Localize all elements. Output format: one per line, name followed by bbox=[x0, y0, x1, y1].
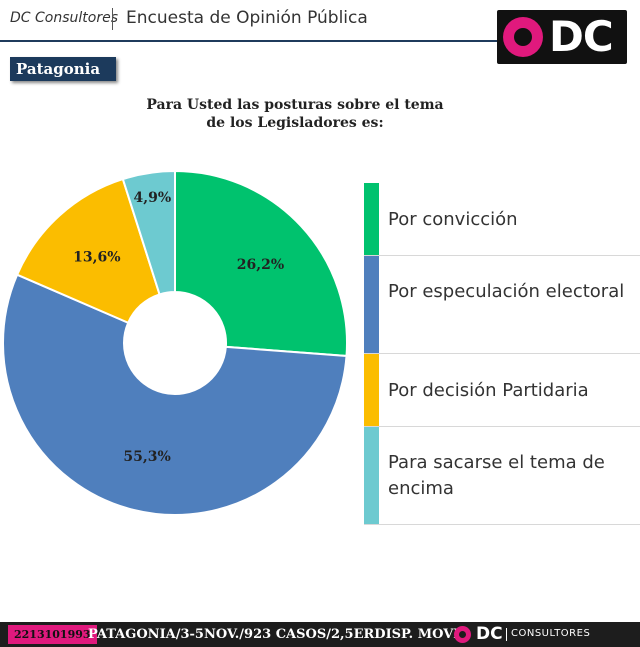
legend-item-por-especulacion-electoral: Por especulación electoral bbox=[364, 256, 640, 354]
header-separator bbox=[112, 8, 113, 30]
legend-label: Por especulación electoral bbox=[388, 281, 625, 302]
legend-label: Para sacarse el tema de encima bbox=[388, 452, 605, 499]
legend-label: Por convicción bbox=[388, 208, 518, 230]
legend-swatch bbox=[364, 183, 379, 255]
legend-item-por-decision-partidaria: Por decisión Partidaria bbox=[364, 354, 640, 427]
label-por-conviccion: 26,2% bbox=[237, 257, 284, 273]
legend-swatch bbox=[364, 256, 379, 353]
chart-title: Para Usted las posturas sobre el tema de… bbox=[130, 96, 460, 132]
page-title: Encuesta de Opinión Pública bbox=[126, 8, 368, 28]
logo-dc-text: DC bbox=[549, 12, 614, 61]
brand-name: DC Consultores bbox=[10, 10, 118, 26]
header-rule bbox=[0, 40, 500, 42]
chart-legend: Por convicción Por especulación electoral… bbox=[364, 183, 640, 525]
footer-phone: 2213101993 bbox=[8, 625, 97, 644]
footer-logo-separator bbox=[506, 628, 507, 641]
footer-info: PATAGONIA/3-5NOV./923 CASOS/2,5ERDISP. M… bbox=[88, 627, 469, 642]
chart-title-line-2: de los Legisladores es: bbox=[206, 115, 384, 131]
legend-item-para-sacarse-el-tema-de-encima: Para sacarse el tema de encima bbox=[364, 427, 640, 525]
footer-logo-dc: DC bbox=[476, 624, 503, 644]
chart-title-line-1: Para Usted las posturas sobre el tema bbox=[146, 97, 444, 113]
donut-chart: 26,2% 55,3% 13,6% 4,9% bbox=[2, 169, 348, 516]
legend-label: Por decisión Partidaria bbox=[388, 379, 589, 401]
logo-o-mark bbox=[503, 17, 543, 57]
legend-item-por-conviccion: Por convicción bbox=[364, 183, 640, 256]
legend-swatch bbox=[364, 427, 379, 524]
slice-por-especulacion-electoral bbox=[2, 273, 348, 516]
slice-para-sacarse-el-tema-de-encima bbox=[121, 169, 176, 296]
label-por-decision-partidaria: 13,6% bbox=[73, 250, 120, 266]
footer-bar: 2213101993 PATAGONIA/3-5NOV./923 CASOS/2… bbox=[0, 622, 640, 647]
footer-logo-o-mark bbox=[454, 626, 471, 643]
odc-logo: DC bbox=[497, 10, 627, 64]
slice-por-conviccion bbox=[174, 169, 348, 358]
footer-logo-sub: CONSULTORES bbox=[511, 628, 591, 639]
slice-por-decision-partidaria bbox=[15, 177, 161, 325]
legend-swatch bbox=[364, 354, 379, 426]
label-para-sacarse-el-tema-de-encima: 4,9% bbox=[133, 190, 171, 206]
label-por-especulacion-electoral: 55,3% bbox=[123, 449, 170, 465]
region-badge: Patagonia bbox=[10, 57, 116, 81]
